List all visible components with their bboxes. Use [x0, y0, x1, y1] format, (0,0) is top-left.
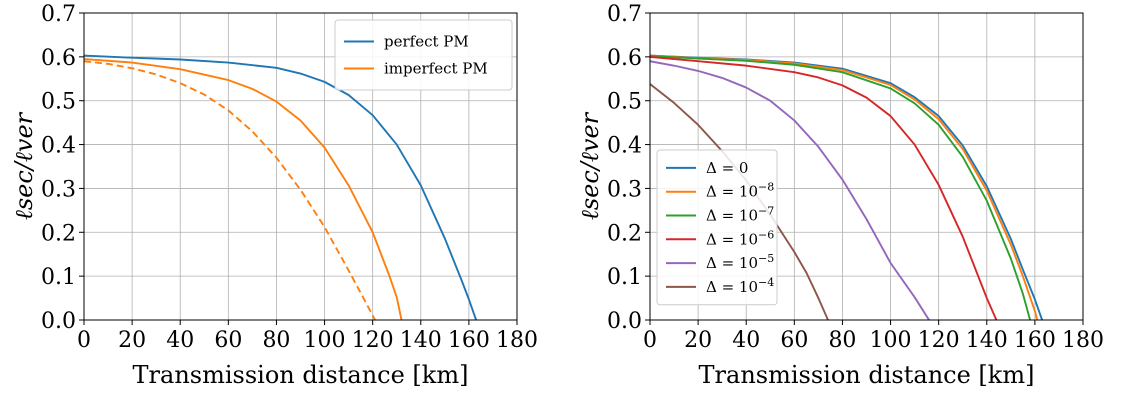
y-tick-label: 0.6	[607, 46, 642, 71]
legend-box	[334, 19, 513, 91]
x-tick-label: 20	[118, 328, 146, 353]
y-tick-label: 0.4	[41, 134, 76, 159]
y-tick-label: 0.5	[607, 90, 642, 115]
x-tick-label: 0	[643, 328, 657, 353]
y-tick-label: 0.2	[41, 221, 76, 246]
x-tick-label: 100	[304, 328, 346, 353]
x-tick-label: 40	[166, 328, 194, 353]
legend-label: Δ = 10−5	[706, 252, 774, 272]
y-tick-label: 0.6	[41, 46, 76, 71]
legend-label: Δ = 10−8	[706, 181, 774, 201]
y-tick-label: 0.2	[607, 221, 642, 246]
x-tick-label: 120	[918, 328, 960, 353]
y-axis-label: ℓsec/ℓver	[10, 111, 38, 220]
x-axis-label: Transmission distance [km]	[699, 361, 1035, 389]
y-tick-label: 0.3	[41, 177, 76, 202]
x-tick-label: 180	[1062, 328, 1104, 353]
y-tick-label: 0.7	[607, 2, 642, 27]
x-tick-label: 40	[732, 328, 760, 353]
x-tick-label: 0	[77, 328, 91, 353]
legend-label: imperfect PM	[384, 60, 488, 78]
x-tick-label: 60	[780, 328, 808, 353]
x-tick-label: 20	[684, 328, 712, 353]
plot-frame	[83, 12, 518, 321]
x-tick-label: 100	[870, 328, 912, 353]
legend-label: Δ = 10−7	[706, 205, 774, 225]
y-tick-label: 0.1	[41, 265, 76, 290]
y-tick-label: 0.4	[607, 134, 642, 159]
right-chart-panel: 0 20 40 60 80 100 120 140 160 180 0.0 0.1 0.2 0.3 0.4 0…	[576, 2, 1104, 389]
series-line-left-0	[84, 54, 478, 320]
x-tick-label: 80	[828, 328, 856, 353]
x-tick-label: 60	[214, 328, 242, 353]
y-tick-label: 0.5	[41, 90, 76, 115]
series-line-left-1	[84, 58, 403, 320]
legend-label: Δ = 0	[706, 159, 748, 177]
left-chart-panel: 0 20 40 60 80 100 120 140 160 180 0.0 0.1 0.2 0.3 0.4 0…	[10, 2, 538, 389]
series-line-left-2	[84, 60, 376, 320]
x-tick-label: 160	[448, 328, 490, 353]
x-axis-label: Transmission distance [km]	[133, 361, 469, 389]
x-tick-label: 180	[496, 328, 538, 353]
series-line-right-2	[650, 55, 1031, 320]
y-tick-label: 0.1	[607, 265, 642, 290]
x-tick-label: 140	[966, 328, 1008, 353]
x-tick-label: 140	[400, 328, 442, 353]
legend-label: Δ = 10−6	[706, 228, 774, 248]
y-axis-label: ℓsec/ℓver	[576, 111, 604, 220]
plot-frame	[649, 12, 1084, 321]
series-line-right-3	[650, 55, 998, 320]
y-tick-label: 0.3	[607, 177, 642, 202]
x-tick-label: 80	[262, 328, 290, 353]
legend-box	[656, 149, 778, 306]
y-tick-label: 0.0	[607, 309, 642, 334]
y-tick-label: 0.7	[41, 2, 76, 27]
legend-label: perfect PM	[384, 33, 469, 51]
x-tick-label: 120	[352, 328, 394, 353]
x-tick-label: 160	[1014, 328, 1056, 353]
legend-label: Δ = 10−4	[706, 276, 774, 296]
series-line-right-4	[650, 60, 930, 320]
y-tick-label: 0.0	[41, 309, 76, 334]
